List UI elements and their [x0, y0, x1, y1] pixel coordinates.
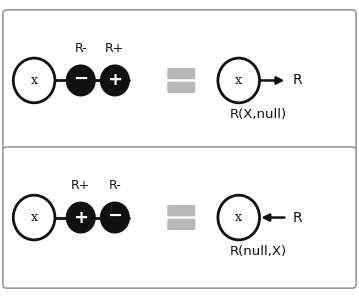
- Text: R: R: [293, 211, 302, 224]
- Ellipse shape: [101, 66, 129, 95]
- Text: x: x: [31, 74, 38, 87]
- FancyBboxPatch shape: [167, 82, 195, 93]
- Ellipse shape: [67, 203, 94, 232]
- Text: −: −: [107, 207, 122, 225]
- FancyBboxPatch shape: [3, 10, 356, 151]
- Text: +: +: [107, 72, 122, 89]
- Text: R+: R+: [105, 41, 125, 55]
- FancyBboxPatch shape: [167, 219, 195, 230]
- Text: −: −: [73, 70, 88, 88]
- Ellipse shape: [218, 58, 260, 103]
- Text: x: x: [235, 74, 242, 87]
- Ellipse shape: [218, 195, 260, 240]
- Text: R+: R+: [71, 179, 90, 192]
- Text: +: +: [73, 209, 88, 226]
- Ellipse shape: [13, 58, 55, 103]
- Text: x: x: [31, 211, 38, 224]
- Ellipse shape: [13, 195, 55, 240]
- Text: R-: R-: [108, 179, 121, 192]
- Text: R-: R-: [74, 41, 87, 55]
- Ellipse shape: [101, 203, 129, 232]
- Ellipse shape: [67, 66, 94, 95]
- FancyBboxPatch shape: [3, 147, 356, 288]
- Text: R(null,X): R(null,X): [230, 245, 287, 258]
- Text: x: x: [235, 211, 242, 224]
- Text: R: R: [293, 74, 302, 87]
- Text: R(X,null): R(X,null): [230, 108, 287, 121]
- FancyBboxPatch shape: [167, 205, 195, 216]
- FancyBboxPatch shape: [167, 68, 195, 79]
